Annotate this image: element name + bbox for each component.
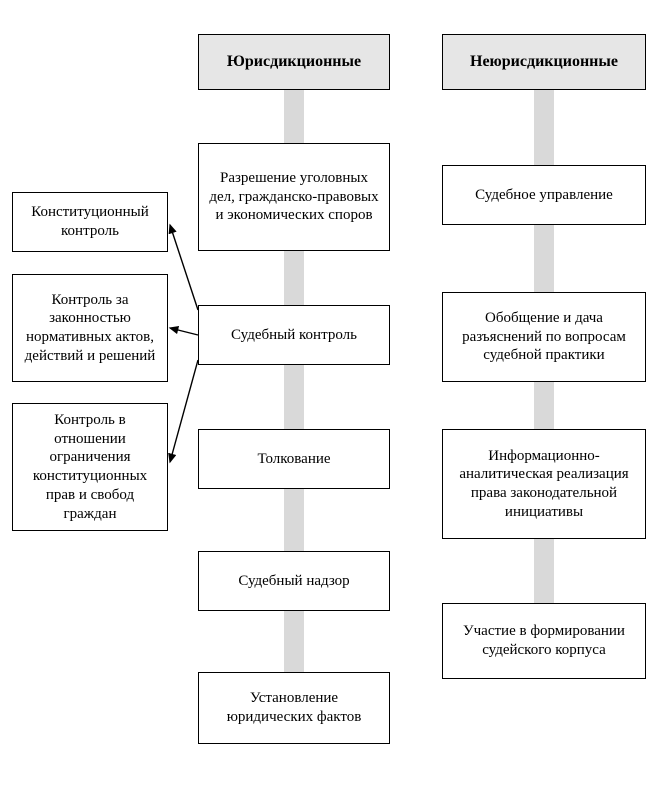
info-analytic-box: Информационно-аналитическая реализация п…: [442, 429, 646, 539]
judicial-management-box: Судебное управление: [442, 165, 646, 225]
diagram-canvas: Юрисдикционные Разрешение уголовных дел, …: [0, 0, 662, 807]
arrow-constitutional-control: [170, 225, 198, 310]
interpretation-box: Толкование: [198, 429, 390, 489]
arrow-legality-control: [170, 328, 198, 335]
rights-control-box: Контроль в отношении ограничения констит…: [12, 403, 168, 531]
jurisdictional-header-box: Юрисдикционные: [198, 34, 390, 90]
constitutional-control-box: Конституционный контроль: [12, 192, 168, 252]
dispute-resolution-box: Разрешение уголовных дел, гражданско-пра…: [198, 143, 390, 251]
nonjurisdictional-header-box: Неюрисдикционные: [442, 34, 646, 90]
judiciary-formation-box: Участие в формировании судейского корпус…: [442, 603, 646, 679]
legality-control-box: Контроль за законностью нормативных акто…: [12, 274, 168, 382]
legal-facts-box: Установление юридических фактов: [198, 672, 390, 744]
judicial-control-box: Судебный контроль: [198, 305, 390, 365]
arrow-rights-control: [170, 360, 198, 462]
judicial-supervision-box: Судебный надзор: [198, 551, 390, 611]
practice-guidance-box: Обобщение и дача разъяснений по вопросам…: [442, 292, 646, 382]
